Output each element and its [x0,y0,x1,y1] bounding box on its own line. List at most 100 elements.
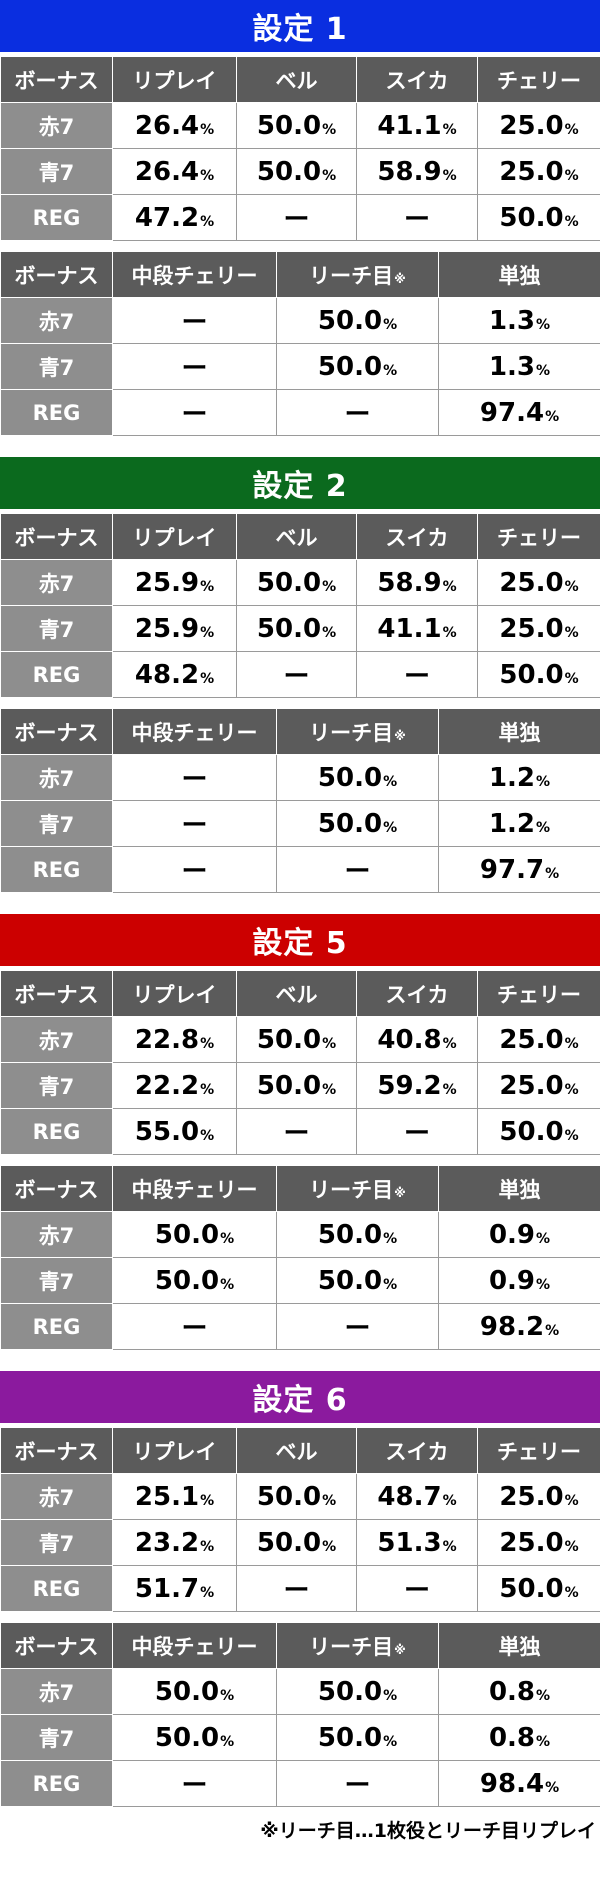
value-cell: 0.9% [438,1257,600,1304]
section-title: 設定 5 [0,914,600,966]
header-cell: ボーナス [0,708,113,755]
value-cell: ー [356,1108,478,1155]
value-cell: 51.7% [112,1565,237,1612]
value-cell: 25.0% [477,1016,600,1063]
value-cell: ー [236,194,357,241]
value-cell: 50.0% [236,102,357,149]
header-row: ボーナス リプレイ ベル スイカ チェリー [0,970,600,1017]
header-cell: チェリー [477,513,600,560]
value-cell: 50.0% [276,754,439,801]
value-cell: 47.2% [112,194,237,241]
header-cell: チェリー [477,1427,600,1474]
value-cell: 50.0% [236,1016,357,1063]
data-row: REG 51.7% ーー 50.0% [0,1565,600,1612]
value-cell: ー [276,1760,439,1807]
data-row: 青7 50.0% 50.0% 0.8% [0,1714,600,1761]
value-cell: 50.0% [236,605,357,652]
value-cell: ー [236,1565,357,1612]
header-row: ボーナス 中段チェリー リーチ目※ 単独 [0,1165,600,1212]
value-cell: 55.0% [112,1108,237,1155]
probability-table: ボーナス リプレイ ベル スイカ チェリー 赤7 22.8% 50.0% 40.8% 25.0% 青… [0,970,600,1155]
value-cell: 58.9% [356,559,478,606]
value-cell: ー [112,343,277,390]
data-row: REG 48.2% ーー 50.0% [0,651,600,698]
header-cell: リプレイ [112,56,237,103]
row-label: 青7 [0,800,113,847]
value-cell: 48.2% [112,651,237,698]
value-cell: 0.8% [438,1668,600,1715]
data-row: 赤7 25.1% 50.0% 48.7% 25.0% [0,1473,600,1520]
header-cell: ボーナス [0,970,113,1017]
header-cell: ボーナス [0,1165,113,1212]
value-cell: ー [356,651,478,698]
header-cell: リプレイ [112,1427,237,1474]
value-cell: 0.8% [438,1714,600,1761]
value-cell: 59.2% [356,1062,478,1109]
header-cell: ベル [236,970,357,1017]
value-cell: ー [276,389,439,436]
header-cell: ボーナス [0,1427,113,1474]
value-cell: 25.0% [477,102,600,149]
value-cell: ー [236,1108,357,1155]
row-label: 赤7 [0,754,113,801]
header-cell: リーチ目※ [276,251,439,298]
data-row: REG ーー 98.2% [0,1303,600,1350]
header-cell: スイカ [356,56,478,103]
probability-table: ボーナス 中段チェリー リーチ目※ 単独 赤7 ー 50.0% 1.2% 青7 ー 50.0% 1.2… [0,708,600,893]
value-cell: 48.7% [356,1473,478,1520]
value-cell: ー [276,846,439,893]
value-cell: 50.0% [276,1257,439,1304]
value-cell: 26.4% [112,102,237,149]
value-cell: 25.0% [477,1519,600,1566]
header-row: ボーナス 中段チェリー リーチ目※ 単独 [0,1622,600,1669]
row-label: 青7 [0,343,113,390]
row-label: REG [0,194,113,241]
header-cell: ベル [236,56,357,103]
value-cell: 50.0% [477,651,600,698]
value-cell: 41.1% [356,605,478,652]
value-cell: ー [236,651,357,698]
row-label: 赤7 [0,1211,113,1258]
setting-section: 設定 5 ボーナス リプレイ ベル スイカ チェリー 赤7 22.8% 50.0% 40.8% 25… [0,914,600,1350]
value-cell: 97.7% [438,846,600,893]
header-cell: リプレイ [112,970,237,1017]
value-cell: 50.0% [276,1714,439,1761]
value-cell: 50.0% [112,1257,277,1304]
value-cell: ー [112,1760,277,1807]
header-row: ボーナス リプレイ ベル スイカ チェリー [0,513,600,560]
setting-section: 設定 6 ボーナス リプレイ ベル スイカ チェリー 赤7 25.1% 50.0% 48.7% 25… [0,1371,600,1807]
content: 設定 1 ボーナス リプレイ ベル スイカ チェリー 赤7 26.4% 50.0% 41.1% 25… [0,0,600,1807]
value-cell: ー [112,297,277,344]
data-row: 赤7 50.0% 50.0% 0.8% [0,1668,600,1715]
value-cell: 51.3% [356,1519,478,1566]
value-cell: 50.0% [276,1211,439,1258]
value-cell: ー [356,1565,478,1612]
row-label: REG [0,1108,113,1155]
probability-table: ボーナス 中段チェリー リーチ目※ 単独 赤7 50.0% 50.0% 0.9% 青7 50.0%… [0,1165,600,1350]
value-cell: 50.0% [112,1714,277,1761]
value-cell: 98.2% [438,1303,600,1350]
value-cell: 50.0% [236,1473,357,1520]
value-cell: 1.2% [438,754,600,801]
probability-table: ボーナス リプレイ ベル スイカ チェリー 赤7 25.9% 50.0% 58.9% 25.0% 青… [0,513,600,698]
data-row: REG ーー 98.4% [0,1760,600,1807]
header-cell: ベル [236,1427,357,1474]
row-label: 青7 [0,605,113,652]
header-cell: リーチ目※ [276,708,439,755]
row-label: REG [0,651,113,698]
header-cell: ボーナス [0,1622,113,1669]
row-label: 青7 [0,1714,113,1761]
row-label: REG [0,1303,113,1350]
header-cell: 単独 [438,1622,600,1669]
row-label: 赤7 [0,559,113,606]
row-label: 赤7 [0,1016,113,1063]
value-cell: 50.0% [276,1668,439,1715]
row-label: REG [0,1760,113,1807]
value-cell: 97.4% [438,389,600,436]
header-cell: 中段チェリー [112,251,277,298]
value-cell: 50.0% [236,559,357,606]
header-cell: 中段チェリー [112,1622,277,1669]
probability-table: ボーナス リプレイ ベル スイカ チェリー 赤7 25.1% 50.0% 48.7% 25.0% 青… [0,1427,600,1612]
section-title: 設定 2 [0,457,600,509]
